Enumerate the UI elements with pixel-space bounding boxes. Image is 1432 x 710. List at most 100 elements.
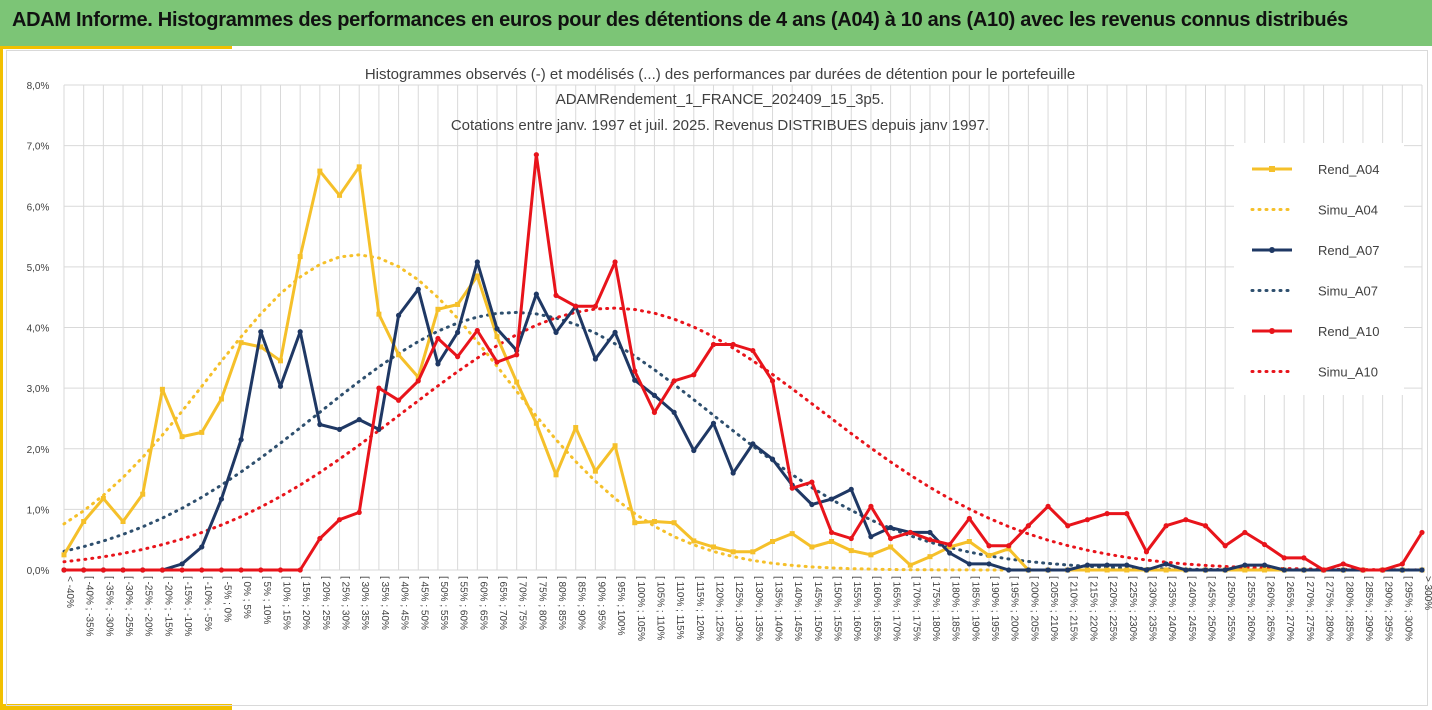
x-tick-label: [ 155% ; 160% bbox=[851, 576, 862, 641]
x-tick-label: < -40% bbox=[64, 576, 75, 608]
data-point bbox=[415, 374, 421, 380]
data-point bbox=[1006, 543, 1012, 549]
chart-title: Histogrammes observés (-) et modélisés (… bbox=[365, 66, 1075, 134]
data-point bbox=[1183, 517, 1189, 523]
data-point bbox=[494, 334, 500, 340]
data-point bbox=[317, 535, 323, 542]
report-banner: ADAM Informe. Histogrammes des performan… bbox=[0, 0, 1432, 46]
x-tick-label: [ 55% ; 60% bbox=[458, 576, 469, 630]
x-tick-label: [ -15% ; -10% bbox=[182, 576, 193, 637]
y-tick-label: 6,0% bbox=[27, 202, 50, 213]
data-point bbox=[632, 377, 638, 383]
data-point bbox=[966, 539, 972, 545]
data-point bbox=[750, 549, 756, 555]
legend-label: Simu_A10 bbox=[1318, 365, 1378, 380]
model-curve bbox=[62, 306, 1424, 572]
series-line bbox=[64, 153, 1424, 572]
data-point bbox=[769, 456, 776, 462]
y-tick-label: 2,0% bbox=[27, 445, 50, 456]
data-point bbox=[986, 543, 992, 549]
data-point bbox=[474, 327, 480, 334]
report-title: ADAM Informe. Histogrammes des performan… bbox=[12, 9, 1348, 31]
legend-item: Simu_A07 bbox=[1250, 284, 1378, 299]
data-point bbox=[710, 341, 717, 348]
data-point bbox=[258, 344, 264, 350]
data-point bbox=[100, 495, 106, 501]
data-point bbox=[1242, 562, 1248, 568]
legend-item: Rend_A04 bbox=[1252, 162, 1379, 177]
data-point bbox=[789, 531, 795, 537]
x-axis-ticks: < -40% [ -40% ; -35% [ -35% ; -30% [ -30% ;… bbox=[64, 576, 1432, 641]
data-point bbox=[1340, 561, 1346, 567]
data-point bbox=[651, 392, 658, 398]
x-tick-label: [ 240% ; 245% bbox=[1186, 576, 1197, 641]
data-point bbox=[238, 340, 244, 346]
data-point bbox=[671, 378, 677, 384]
data-point bbox=[1183, 567, 1189, 573]
x-tick-label: [ 225% ; 230% bbox=[1127, 576, 1138, 641]
data-point bbox=[435, 306, 441, 312]
x-tick-label: [ 270% ; 275% bbox=[1304, 576, 1315, 641]
y-tick-label: 3,0% bbox=[27, 384, 50, 395]
x-tick-label: [ 195% ; 200% bbox=[1009, 576, 1020, 641]
x-tick-label: [ 105% ; 110% bbox=[654, 576, 665, 640]
x-tick-label: [ 90% ; 95% bbox=[595, 576, 606, 630]
data-point bbox=[297, 254, 303, 260]
data-point bbox=[809, 544, 815, 550]
data-point bbox=[120, 567, 126, 573]
x-tick-label: [ -40% ; -35% bbox=[84, 576, 95, 637]
data-point bbox=[888, 535, 894, 542]
data-point bbox=[336, 517, 343, 523]
y-tick-label: 7,0% bbox=[27, 142, 50, 153]
data-point bbox=[1399, 561, 1405, 567]
data-point bbox=[533, 420, 539, 426]
data-point bbox=[140, 567, 146, 573]
gridlines bbox=[63, 84, 1423, 571]
data-point bbox=[494, 326, 500, 332]
data-point bbox=[435, 361, 441, 367]
data-point bbox=[1143, 567, 1150, 573]
series-rend-a10 bbox=[61, 152, 1425, 573]
series-layer bbox=[61, 152, 1425, 573]
data-point bbox=[848, 548, 854, 554]
legend-marker bbox=[1269, 166, 1275, 172]
data-point bbox=[553, 329, 559, 335]
x-tick-label: [ 115% ; 120% bbox=[694, 576, 705, 640]
data-point bbox=[514, 352, 520, 358]
data-point bbox=[1261, 562, 1268, 568]
x-tick-label: [ 265% ; 270% bbox=[1284, 576, 1295, 641]
data-point bbox=[1281, 567, 1287, 573]
x-tick-label: [ 125% ; 130% bbox=[733, 576, 744, 641]
series-rend-a07 bbox=[61, 259, 1425, 573]
data-point bbox=[553, 292, 559, 298]
x-tick-label: [ 100% ; 105% bbox=[635, 576, 646, 641]
series-line bbox=[64, 260, 1422, 572]
x-tick-label: [ 280% ; 285% bbox=[1343, 576, 1354, 641]
data-point bbox=[455, 329, 461, 335]
data-point bbox=[592, 468, 598, 474]
data-point bbox=[691, 372, 697, 378]
x-tick-label: [ 110% ; 115% bbox=[674, 576, 685, 640]
x-tick-label: [ 150% ; 155% bbox=[832, 576, 843, 641]
data-point bbox=[238, 437, 244, 443]
x-tick-label: [ 255% ; 260% bbox=[1245, 576, 1256, 641]
data-point bbox=[927, 529, 933, 536]
data-point bbox=[947, 541, 953, 548]
x-tick-label: [ 10% ; 15% bbox=[280, 576, 291, 630]
data-point bbox=[1104, 567, 1110, 573]
data-point bbox=[592, 303, 598, 309]
data-point bbox=[1124, 567, 1130, 573]
legend: Rend_A04 Simu_A04 Rend_A07 Simu_A07 Rend_A10… bbox=[1234, 143, 1404, 395]
data-point bbox=[140, 491, 146, 497]
x-tick-label: [ 180% ; 185% bbox=[950, 576, 961, 641]
data-point bbox=[769, 378, 776, 384]
x-tick-label: [ -5% ; 0% bbox=[221, 576, 232, 622]
data-point bbox=[1065, 567, 1071, 573]
data-point bbox=[730, 341, 736, 348]
legend-item: Simu_A04 bbox=[1250, 203, 1378, 218]
x-tick-label: [ 220% ; 225% bbox=[1107, 576, 1118, 641]
data-point bbox=[1084, 562, 1091, 568]
data-point bbox=[632, 520, 638, 526]
x-tick-label: [ 135% ; 140% bbox=[773, 576, 784, 641]
